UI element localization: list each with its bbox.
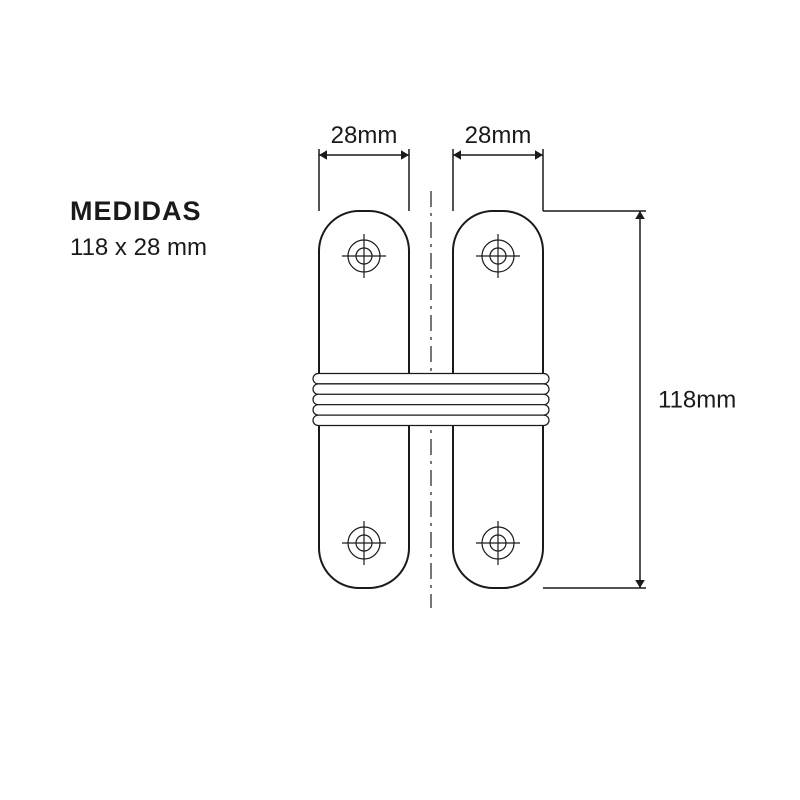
dim-width-right-label: 28mm xyxy=(465,122,532,149)
subtitle-text: 118 x 28 mm xyxy=(70,234,207,261)
knuckle-ring-0 xyxy=(313,374,549,384)
dim-width-left-label: 28mm xyxy=(331,122,398,149)
knuckle-ring-3 xyxy=(313,405,549,415)
title-text: MEDIDAS xyxy=(70,196,202,226)
dim-height-label: 118mm xyxy=(658,387,736,414)
knuckle-ring-2 xyxy=(313,394,549,404)
knuckle-ring-4 xyxy=(313,415,549,425)
knuckle-ring-1 xyxy=(313,384,549,394)
